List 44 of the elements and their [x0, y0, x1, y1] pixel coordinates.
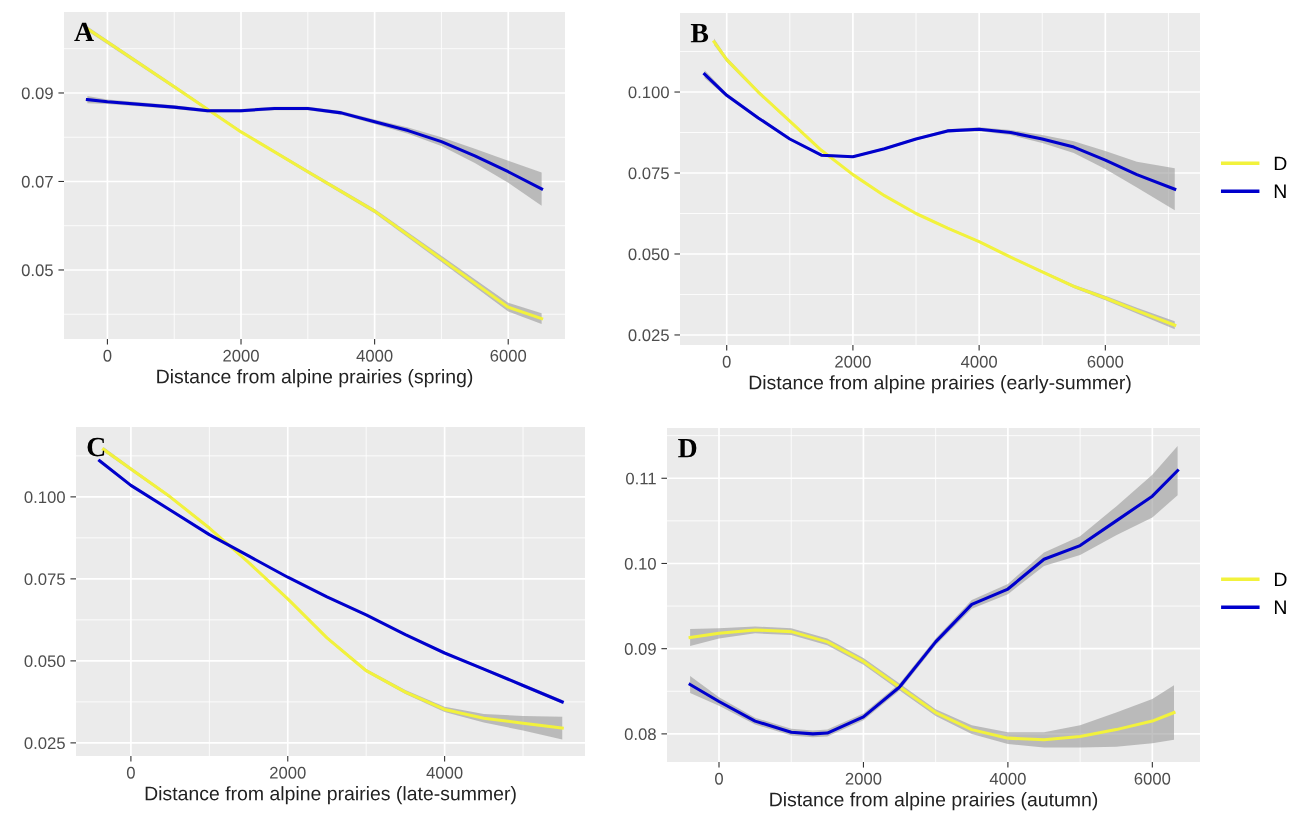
- y-tick-label: 0.100: [24, 491, 65, 504]
- annotation: B: [690, 24, 709, 43]
- x-tick-label: 2000: [223, 349, 259, 362]
- x-tick-label: 4000: [356, 349, 393, 362]
- legend-label: D: [1274, 572, 1287, 587]
- y-tick-label: 0.11: [626, 472, 656, 485]
- y-tick-label: 0.10: [624, 557, 656, 570]
- x-tick-label: 0: [715, 772, 723, 785]
- x-axis-title: Distance from alpine prairies (spring): [157, 369, 473, 388]
- y-tick-label: 0.075: [24, 573, 65, 586]
- legend-label: D: [1274, 156, 1287, 171]
- x-tick-label: 2000: [835, 355, 871, 368]
- x-tick-label: 4000: [989, 772, 1026, 785]
- x-tick-label: 4000: [426, 766, 463, 779]
- x-tick-label: 2000: [845, 772, 882, 785]
- x-tick-label: 4000: [960, 355, 998, 368]
- annotation: D: [678, 439, 697, 458]
- legend-label: N: [1274, 600, 1286, 614]
- x-tick-label: 2000: [270, 766, 306, 779]
- y-tick-label: 0.100: [628, 86, 669, 99]
- y-tick-label: 0.050: [24, 655, 65, 668]
- x-tick-label: 0: [126, 766, 135, 779]
- y-tick-label: 0.08: [624, 728, 656, 741]
- x-axis-title: Distance from alpine prairies (autumn): [770, 792, 1098, 811]
- y-tick-label: 0.07: [21, 175, 53, 188]
- y-tick-label: 0.025: [24, 737, 65, 750]
- y-tick-label: 0.09: [624, 643, 656, 655]
- x-tick-label: 0: [103, 349, 112, 362]
- line-series: [85, 98, 544, 191]
- y-tick-label: 0.025: [628, 329, 669, 342]
- line-series: [703, 72, 1177, 191]
- x-axis-title: Distance from alpine prairies (early-summer): [749, 375, 1131, 394]
- annotation: C: [87, 437, 105, 457]
- x-tick-label: 6000: [1134, 772, 1171, 785]
- x-axis-title: Distance from alpine prairies (late-summer): [145, 786, 516, 805]
- annotation: A: [74, 22, 94, 42]
- y-tick-label: 0.050: [628, 248, 669, 261]
- x-tick-label: 0: [722, 355, 731, 368]
- y-tick-label: 0.05: [21, 264, 53, 277]
- y-tick-label: 0.09: [21, 87, 53, 100]
- x-tick-label: 6000: [490, 349, 527, 362]
- x-tick-label: 6000: [1087, 355, 1124, 368]
- y-tick-label: 0.075: [628, 167, 669, 180]
- legend-label: N: [1274, 184, 1286, 198]
